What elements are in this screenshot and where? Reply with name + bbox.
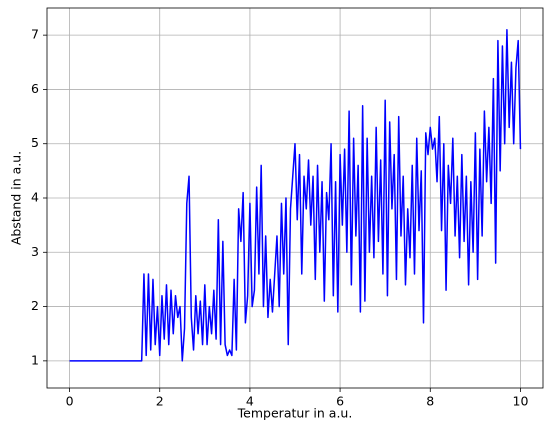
plot-frame	[46, 7, 544, 389]
y-tick-label: 1	[31, 352, 39, 367]
x-tick-label: 4	[246, 394, 254, 409]
y-axis-label: Abstand in a.u.	[9, 151, 24, 245]
y-tick-label: 7	[31, 27, 39, 42]
x-tick-label: 8	[426, 394, 434, 409]
x-tick-label: 2	[156, 394, 164, 409]
y-tick-label: 4	[31, 190, 39, 205]
y-tick-label: 6	[31, 81, 39, 96]
x-tick-label: 6	[336, 394, 344, 409]
data-line	[69, 28, 522, 362]
y-tick-label: 5	[31, 135, 39, 150]
x-axis-label: Temperatur in a.u.	[237, 406, 353, 421]
y-tick-label: 2	[31, 298, 39, 313]
x-tick-label: 0	[66, 394, 74, 409]
y-tick-label: 3	[31, 244, 39, 259]
x-tick-label: 10	[513, 394, 529, 409]
